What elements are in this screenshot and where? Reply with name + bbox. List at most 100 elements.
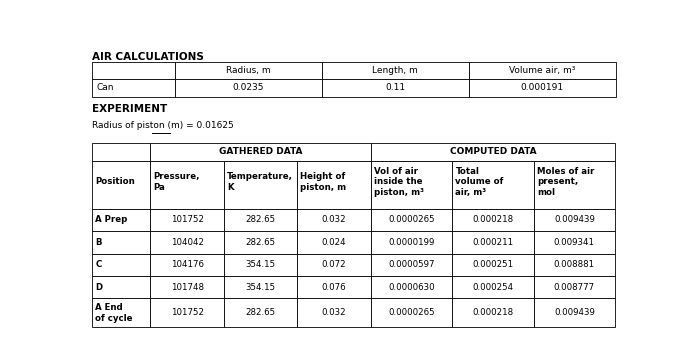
Bar xyxy=(92,143,150,161)
Bar xyxy=(534,209,615,231)
Bar xyxy=(371,231,452,253)
Text: 0.0235: 0.0235 xyxy=(232,83,264,92)
Text: Can: Can xyxy=(96,83,114,92)
Text: 0.000191: 0.000191 xyxy=(521,83,564,92)
Text: 0.009439: 0.009439 xyxy=(554,215,595,224)
Bar xyxy=(371,143,615,161)
Text: 0.024: 0.024 xyxy=(322,238,346,247)
Bar xyxy=(92,161,150,209)
Bar xyxy=(150,161,224,209)
Bar xyxy=(452,276,534,298)
Text: 0.000218: 0.000218 xyxy=(473,215,513,224)
Text: 0.009439: 0.009439 xyxy=(554,308,595,317)
Bar xyxy=(534,298,615,327)
Text: 0.000218: 0.000218 xyxy=(473,308,513,317)
Bar xyxy=(452,209,534,231)
Bar xyxy=(297,298,371,327)
Bar xyxy=(150,298,224,327)
Text: 104042: 104042 xyxy=(170,238,203,247)
Bar xyxy=(150,231,224,253)
Text: 0.000251: 0.000251 xyxy=(473,260,513,269)
Bar xyxy=(92,231,150,253)
Bar xyxy=(534,231,615,253)
Bar xyxy=(150,209,224,231)
Text: 104176: 104176 xyxy=(170,260,203,269)
Bar xyxy=(371,276,452,298)
Bar xyxy=(371,253,452,276)
Text: 282.65: 282.65 xyxy=(245,308,275,317)
Text: 0.0000597: 0.0000597 xyxy=(388,260,435,269)
Bar xyxy=(297,209,371,231)
Text: 101752: 101752 xyxy=(170,308,203,317)
Bar xyxy=(150,143,371,161)
Bar xyxy=(469,62,616,79)
Bar xyxy=(92,79,174,97)
Bar xyxy=(452,161,534,209)
Bar xyxy=(92,209,150,231)
Text: COMPUTED DATA: COMPUTED DATA xyxy=(449,147,537,156)
Text: 0.0000265: 0.0000265 xyxy=(388,308,435,317)
Bar xyxy=(224,276,297,298)
Bar xyxy=(224,231,297,253)
Bar xyxy=(534,253,615,276)
Text: 0.008881: 0.008881 xyxy=(554,260,595,269)
Bar xyxy=(174,79,322,97)
Text: Total
volume of
air, m³: Total volume of air, m³ xyxy=(455,167,504,197)
Text: A End
of cycle: A End of cycle xyxy=(95,303,133,323)
Text: 101752: 101752 xyxy=(170,215,203,224)
Bar xyxy=(371,209,452,231)
Bar xyxy=(322,79,469,97)
Text: Pressure,
Pa: Pressure, Pa xyxy=(153,172,200,192)
Bar xyxy=(371,298,452,327)
Bar xyxy=(452,231,534,253)
Text: Moles of air
present,
mol: Moles of air present, mol xyxy=(537,167,594,197)
Text: Temperature,
K: Temperature, K xyxy=(227,172,293,192)
Text: 354.15: 354.15 xyxy=(245,260,275,269)
Text: 101748: 101748 xyxy=(170,283,203,292)
Text: 0.076: 0.076 xyxy=(322,283,346,292)
Bar xyxy=(224,161,297,209)
Text: 0.009341: 0.009341 xyxy=(554,238,595,247)
Text: Radius of piston (m) = 0.01625: Radius of piston (m) = 0.01625 xyxy=(92,121,234,130)
Bar xyxy=(297,231,371,253)
Text: Length, m: Length, m xyxy=(372,66,418,75)
Bar xyxy=(174,62,322,79)
Bar xyxy=(224,298,297,327)
Bar xyxy=(92,298,150,327)
Text: GATHERED DATA: GATHERED DATA xyxy=(218,147,302,156)
Bar xyxy=(92,253,150,276)
Bar xyxy=(297,276,371,298)
Bar xyxy=(371,161,452,209)
Bar xyxy=(150,276,224,298)
Bar xyxy=(534,276,615,298)
Text: 0.11: 0.11 xyxy=(385,83,405,92)
Text: 0.072: 0.072 xyxy=(322,260,346,269)
Text: Radius, m: Radius, m xyxy=(226,66,271,75)
Bar xyxy=(224,253,297,276)
Bar xyxy=(297,161,371,209)
Text: 0.000211: 0.000211 xyxy=(473,238,513,247)
Text: 282.65: 282.65 xyxy=(245,215,275,224)
Bar xyxy=(469,79,616,97)
Bar xyxy=(452,253,534,276)
Text: D: D xyxy=(95,283,102,292)
Bar xyxy=(92,276,150,298)
Text: B: B xyxy=(95,238,102,247)
Text: Volume air, m³: Volume air, m³ xyxy=(509,66,575,75)
Text: 354.15: 354.15 xyxy=(245,283,275,292)
Bar xyxy=(224,209,297,231)
Text: 0.032: 0.032 xyxy=(322,215,346,224)
Text: Position: Position xyxy=(95,177,135,186)
Bar xyxy=(150,253,224,276)
Text: Vol of air
inside the
piston, m³: Vol of air inside the piston, m³ xyxy=(374,167,424,197)
Bar xyxy=(534,161,615,209)
Text: 0.0000199: 0.0000199 xyxy=(388,238,435,247)
Text: EXPERIMENT: EXPERIMENT xyxy=(92,104,168,114)
Text: 0.0000265: 0.0000265 xyxy=(388,215,435,224)
Text: A Prep: A Prep xyxy=(95,215,128,224)
Text: AIR CALCULATIONS: AIR CALCULATIONS xyxy=(92,52,204,62)
Text: 0.0000630: 0.0000630 xyxy=(388,283,435,292)
Text: 282.65: 282.65 xyxy=(245,238,275,247)
Bar xyxy=(322,62,469,79)
Text: 0.000254: 0.000254 xyxy=(473,283,513,292)
